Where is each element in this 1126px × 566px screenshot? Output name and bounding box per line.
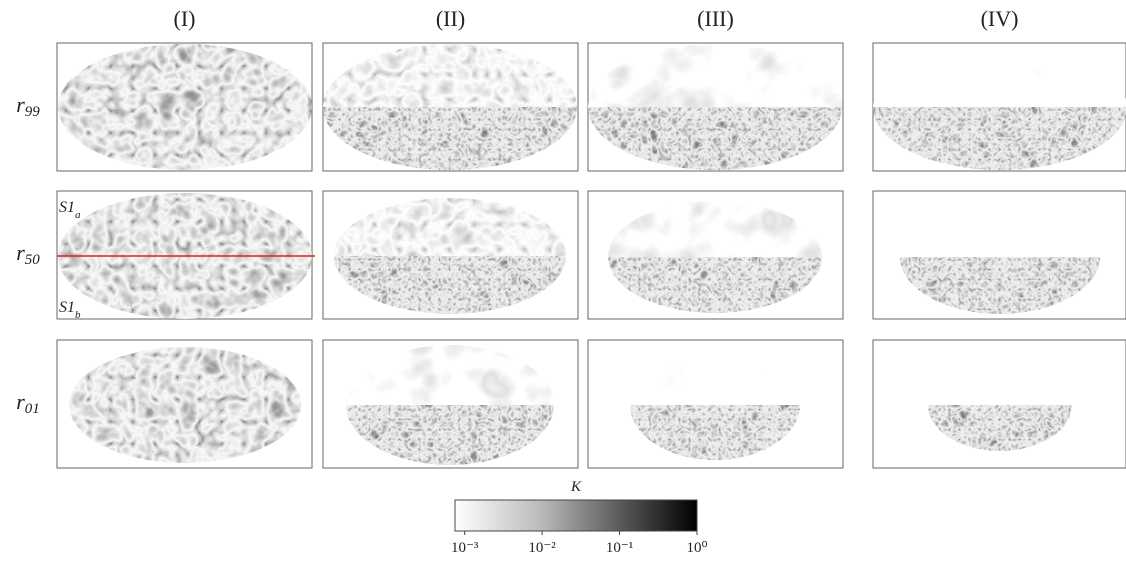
- row-label: r99: [16, 92, 40, 120]
- row-label: r50: [16, 240, 40, 268]
- map-panel: [587, 339, 844, 469]
- annotation-sub: a: [75, 209, 81, 221]
- map-panel: [56, 190, 313, 320]
- row-label-sub: 50: [25, 252, 41, 268]
- map-panel: [587, 42, 844, 172]
- colorbar-label: K: [570, 479, 582, 495]
- row-label-sub: 99: [25, 104, 41, 120]
- map-panel: [872, 42, 1126, 172]
- tick-label: 10⁰: [686, 540, 707, 556]
- row-label-sub: 01: [25, 401, 40, 417]
- tick-label: 10⁻³: [451, 540, 479, 556]
- map-panel: [322, 339, 579, 469]
- colorbar: [454, 499, 698, 532]
- row-label: r01: [16, 389, 40, 417]
- column-label: (II): [436, 6, 465, 31]
- map-panel: [872, 339, 1126, 469]
- column-label: (III): [697, 6, 734, 31]
- map-panel: [587, 190, 844, 320]
- annotation-sub: b: [75, 309, 81, 321]
- annotation: S1b: [59, 299, 81, 321]
- row-label-base: r: [16, 240, 25, 265]
- column-label: (IV): [981, 6, 1019, 31]
- row-label-base: r: [16, 92, 25, 117]
- map-panel: [56, 339, 313, 469]
- row-label-base: r: [16, 389, 25, 414]
- map-panel: [322, 190, 579, 320]
- tick-label: 10⁻²: [528, 540, 556, 556]
- column-label: (I): [174, 6, 196, 31]
- map-panel: [56, 42, 313, 172]
- map-panel: [872, 190, 1126, 320]
- map-panel: [322, 42, 579, 172]
- tick-label: 10⁻¹: [606, 540, 633, 556]
- annotation: S1a: [59, 199, 81, 221]
- annotation-base: S1: [59, 299, 75, 316]
- annotation-base: S1: [59, 199, 75, 216]
